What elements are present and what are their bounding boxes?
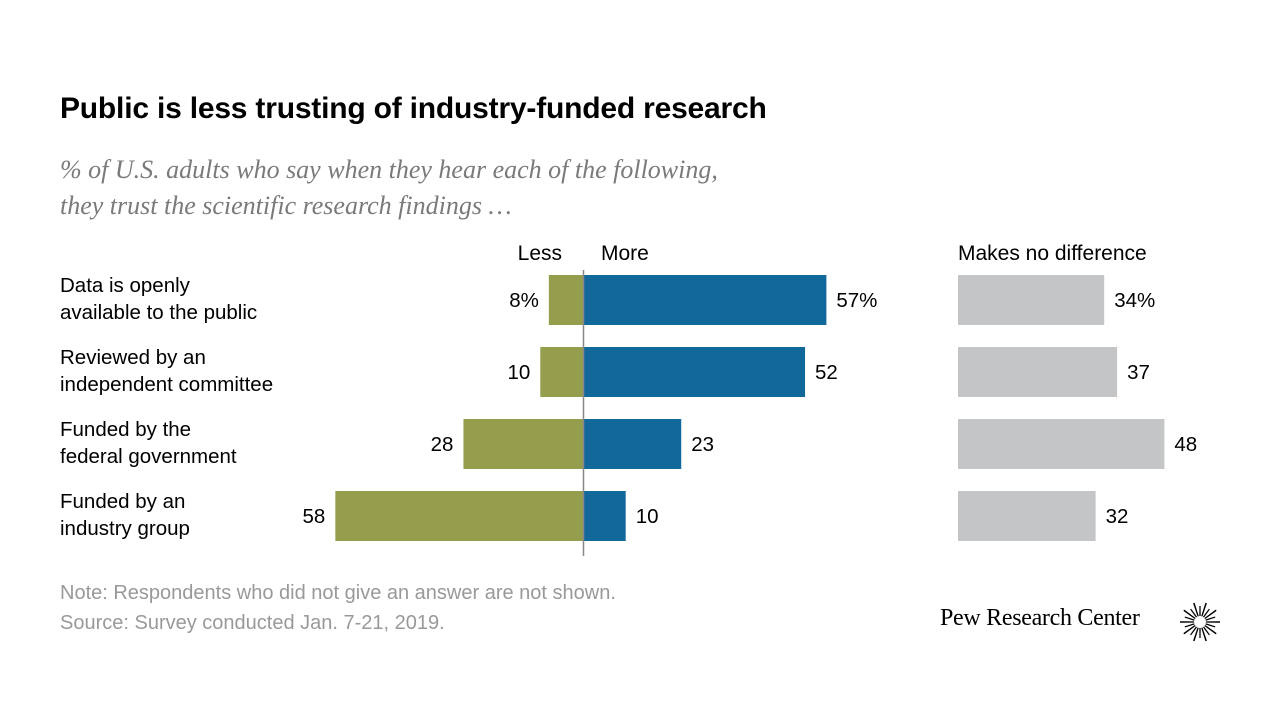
data-label-no-difference: 37 [1127,361,1150,384]
legend-more: More [601,242,649,265]
legend-no-difference: Makes no difference [958,242,1147,265]
data-label-more: 10 [636,505,659,528]
bar-less [540,347,583,397]
category-label: Data is openly available to the public [60,274,257,324]
bar-no-difference [958,491,1096,541]
pew-sunburst-icon [1180,602,1220,642]
brand-name: Pew Research Center [940,605,1140,631]
category-label: Funded by an industry group [60,490,190,540]
chart-subtitle: % of U.S. adults who say when they hear … [60,152,920,224]
data-label-more: 23 [691,433,714,456]
category-label: Funded by the federal government [60,418,237,468]
chart-title: Public is less trusting of industry-fund… [60,92,767,125]
source-text: Source: Survey conducted Jan. 7-21, 2019… [60,612,445,634]
note-text: Note: Respondents who did not give an an… [60,582,616,604]
bar-less [463,419,583,469]
bar-less [335,491,583,541]
data-label-no-difference: 48 [1174,433,1197,456]
bar-no-difference [958,275,1105,325]
data-label-less: 8% [509,289,539,312]
bar-no-difference [958,347,1118,397]
subtitle-line-2: they trust the scientific research findi… [60,191,512,220]
data-label-more: 57% [836,289,877,312]
bar-no-difference [958,419,1165,469]
data-label-more: 52 [815,361,838,384]
chart-notes: Note: Respondents who did not give an an… [60,578,616,638]
bar-more [583,347,806,397]
data-label-less: 10 [507,361,530,384]
data-label-less: 58 [303,505,326,528]
subtitle-line-1: % of U.S. adults who say when they hear … [60,155,718,184]
legend-less: Less [518,242,562,265]
bar-more [583,419,682,469]
bar-less [548,275,583,325]
data-label-no-difference: 34% [1114,289,1155,312]
bar-more [583,491,626,541]
data-label-less: 28 [431,433,454,456]
bar-more [583,275,827,325]
data-label-no-difference: 32 [1106,505,1129,528]
category-label: Reviewed by an independent committee [60,346,273,396]
